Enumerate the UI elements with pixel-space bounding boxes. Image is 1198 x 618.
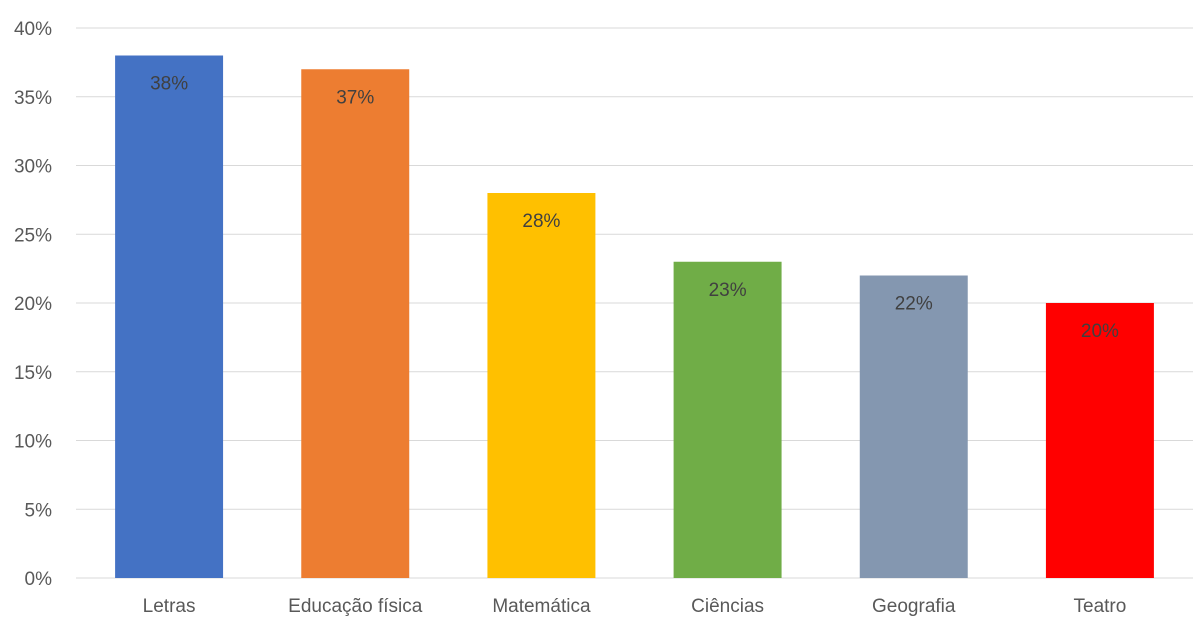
bar — [115, 55, 224, 578]
data-label: 37% — [336, 87, 374, 108]
y-tick-label: 15% — [14, 363, 52, 384]
bar — [859, 275, 968, 578]
y-tick-label: 40% — [14, 19, 52, 40]
y-tick-label: 10% — [14, 432, 52, 453]
x-category-label: Letras — [143, 596, 196, 617]
bars — [115, 55, 1154, 578]
x-category-label: Matemática — [492, 596, 591, 617]
bar — [1045, 303, 1154, 578]
data-label: 22% — [895, 294, 933, 315]
data-label: 20% — [1081, 321, 1119, 342]
y-tick-label: 25% — [14, 225, 52, 246]
y-tick-label: 5% — [25, 500, 53, 521]
x-category-label: Geografia — [872, 596, 956, 617]
x-axis-category-labels: Letras Educação física Matemática Ciências G… — [143, 596, 1127, 617]
bar — [673, 261, 782, 578]
y-tick-label: 0% — [25, 569, 53, 590]
data-label: 38% — [150, 74, 188, 95]
x-category-label: Ciências — [691, 596, 764, 617]
gridlines — [76, 27, 1193, 579]
data-label: 28% — [522, 211, 560, 232]
data-labels: 38% 37% 28% 23% 22% 20% — [150, 74, 1119, 343]
y-tick-label: 35% — [14, 88, 52, 109]
y-axis-tick-labels: 0% 5% 10% 15% 20% 25% 30% 35% 40% — [14, 19, 52, 590]
x-category-label: Educação física — [288, 596, 423, 617]
x-category-label: Teatro — [1074, 596, 1127, 617]
bar — [301, 69, 410, 578]
data-label: 23% — [709, 280, 747, 301]
y-tick-label: 30% — [14, 157, 52, 178]
y-tick-label: 20% — [14, 294, 52, 315]
bar — [487, 193, 596, 578]
